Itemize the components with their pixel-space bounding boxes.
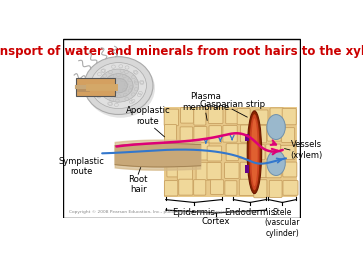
Text: Casparian strip: Casparian strip (200, 99, 265, 109)
Text: Stele
(vascular
cylinder): Stele (vascular cylinder) (265, 208, 300, 238)
Text: Vessels
(xylem): Vessels (xylem) (290, 140, 323, 160)
Text: Plasma
membrane: Plasma membrane (182, 92, 229, 112)
Text: Cortex: Cortex (202, 217, 230, 226)
FancyBboxPatch shape (270, 108, 284, 123)
FancyBboxPatch shape (283, 162, 297, 177)
Ellipse shape (267, 150, 285, 175)
FancyBboxPatch shape (252, 125, 266, 143)
FancyBboxPatch shape (237, 109, 250, 125)
FancyBboxPatch shape (180, 144, 194, 158)
Text: Apoplastic
route: Apoplastic route (126, 106, 171, 126)
Polygon shape (115, 143, 201, 167)
Ellipse shape (247, 111, 262, 194)
FancyBboxPatch shape (194, 127, 207, 143)
FancyBboxPatch shape (251, 162, 266, 178)
FancyBboxPatch shape (180, 127, 193, 143)
Ellipse shape (251, 118, 258, 186)
Text: Transport of water and minerals from root hairs to the xylem: Transport of water and minerals from roo… (0, 45, 363, 58)
FancyBboxPatch shape (254, 180, 267, 198)
Text: Root
hair: Root hair (129, 175, 148, 194)
FancyBboxPatch shape (166, 144, 178, 162)
FancyBboxPatch shape (283, 181, 298, 195)
Ellipse shape (249, 114, 260, 190)
FancyBboxPatch shape (225, 162, 239, 178)
FancyBboxPatch shape (179, 179, 193, 195)
FancyBboxPatch shape (240, 125, 254, 142)
Ellipse shape (84, 57, 153, 115)
FancyBboxPatch shape (266, 162, 281, 178)
FancyBboxPatch shape (269, 180, 282, 198)
Bar (245, 133, 249, 141)
FancyBboxPatch shape (164, 124, 176, 142)
Text: Symplastic
route: Symplastic route (58, 157, 104, 176)
FancyBboxPatch shape (180, 107, 193, 123)
Ellipse shape (91, 62, 146, 109)
Bar (76, 78, 115, 96)
FancyBboxPatch shape (194, 107, 206, 125)
FancyBboxPatch shape (238, 144, 251, 159)
FancyBboxPatch shape (164, 181, 178, 196)
Ellipse shape (86, 59, 155, 118)
Ellipse shape (267, 115, 285, 139)
FancyBboxPatch shape (223, 125, 237, 142)
FancyBboxPatch shape (282, 109, 296, 125)
FancyBboxPatch shape (196, 162, 210, 180)
FancyBboxPatch shape (282, 128, 295, 142)
FancyBboxPatch shape (225, 181, 237, 195)
Polygon shape (115, 140, 201, 170)
Ellipse shape (104, 74, 133, 98)
FancyBboxPatch shape (167, 162, 179, 177)
FancyBboxPatch shape (193, 180, 206, 195)
Text: Copyright © 2008 Pearson Education, Inc., publishing as Pearson Benjamin Cumming: Copyright © 2008 Pearson Education, Inc.… (69, 210, 258, 214)
FancyBboxPatch shape (177, 163, 192, 180)
FancyBboxPatch shape (255, 110, 268, 125)
FancyBboxPatch shape (267, 125, 281, 141)
FancyBboxPatch shape (240, 162, 254, 180)
FancyBboxPatch shape (266, 144, 281, 159)
FancyBboxPatch shape (281, 145, 295, 159)
FancyBboxPatch shape (211, 180, 224, 195)
Ellipse shape (110, 78, 127, 93)
FancyBboxPatch shape (239, 179, 254, 196)
FancyBboxPatch shape (208, 108, 223, 124)
Bar (164, 107, 297, 197)
FancyBboxPatch shape (209, 126, 221, 143)
FancyBboxPatch shape (226, 109, 239, 124)
FancyBboxPatch shape (164, 109, 179, 126)
Text: Endodermis: Endodermis (224, 208, 276, 217)
Text: Epidermis: Epidermis (172, 208, 216, 217)
FancyBboxPatch shape (207, 162, 221, 179)
Ellipse shape (98, 69, 139, 102)
FancyBboxPatch shape (252, 145, 265, 160)
FancyBboxPatch shape (194, 143, 209, 160)
Bar (245, 165, 249, 173)
FancyBboxPatch shape (226, 144, 238, 161)
FancyBboxPatch shape (207, 146, 222, 161)
